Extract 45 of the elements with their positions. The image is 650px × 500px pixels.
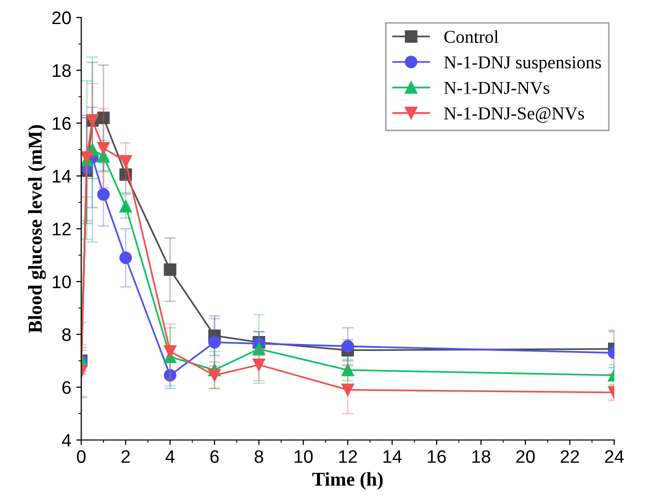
y-tick-label: 4 bbox=[62, 434, 71, 447]
x-tick-label: 16 bbox=[428, 450, 446, 463]
point bbox=[252, 342, 266, 356]
point bbox=[342, 364, 354, 376]
point bbox=[97, 142, 110, 154]
y-tick-label: 10 bbox=[52, 275, 71, 288]
x-tick-label: 18 bbox=[472, 450, 490, 463]
x-tick-label: 6 bbox=[210, 450, 219, 463]
y-tick-label: 16 bbox=[52, 117, 71, 130]
y-tick-label: 18 bbox=[52, 64, 71, 78]
legend-label: N-1-DNJ-NVs bbox=[444, 82, 550, 94]
point bbox=[208, 369, 221, 382]
point bbox=[164, 369, 176, 382]
point bbox=[164, 345, 176, 358]
point bbox=[164, 263, 176, 276]
point bbox=[119, 200, 132, 213]
point bbox=[119, 252, 132, 264]
x-tick-label: 12 bbox=[339, 450, 357, 463]
y-tick-label: 8 bbox=[62, 328, 71, 342]
x-tick-label: 10 bbox=[294, 450, 313, 463]
x-tick-label: 20 bbox=[516, 450, 535, 463]
x-tick-label: 8 bbox=[254, 450, 264, 463]
point bbox=[81, 151, 94, 164]
y-tick-label: 20 bbox=[52, 11, 71, 24]
x-axis-title: Time (h) bbox=[312, 472, 383, 490]
point bbox=[97, 112, 110, 124]
y-tick-label: 14 bbox=[52, 170, 71, 182]
legend-label: N-1-DNJ suspensions bbox=[444, 56, 601, 72]
y-tick-label: 12 bbox=[52, 222, 71, 236]
point bbox=[252, 358, 266, 371]
x-tick-label: 24 bbox=[605, 450, 624, 463]
point bbox=[342, 340, 354, 353]
x-tick-label: 2 bbox=[122, 450, 130, 463]
x-tick-label: 14 bbox=[384, 450, 402, 463]
legend-label: Control bbox=[444, 30, 498, 43]
point bbox=[208, 336, 221, 349]
y-tick-label: 6 bbox=[62, 381, 71, 394]
point bbox=[342, 384, 354, 396]
point bbox=[119, 155, 132, 168]
x-tick-label: 0 bbox=[76, 450, 86, 463]
y-axis-title: Blood glucose level (mM) bbox=[28, 125, 46, 333]
x-tick-label: 22 bbox=[560, 450, 579, 463]
x-tick-label: 4 bbox=[165, 450, 175, 463]
point bbox=[97, 188, 110, 201]
legend-label: N-1-DNJ-Se@NVs bbox=[444, 107, 584, 123]
